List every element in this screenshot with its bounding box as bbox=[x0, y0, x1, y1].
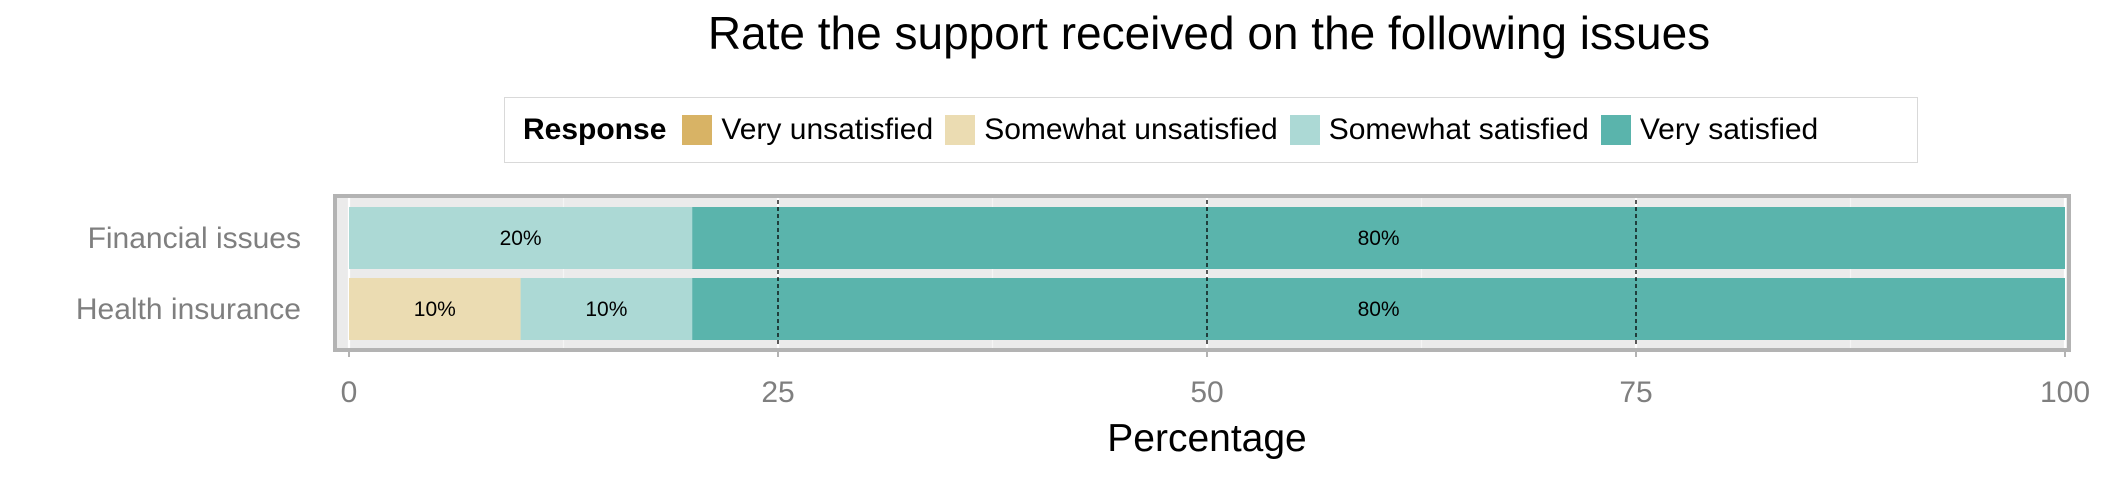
legend-swatch bbox=[945, 115, 976, 145]
legend-title: Response bbox=[523, 113, 667, 146]
legend-item-somewhat-unsatisfied: Somewhat unsatisfied bbox=[945, 113, 1278, 147]
chart-title: Rate the support received on the followi… bbox=[707, 7, 1711, 59]
legend: Response Very unsatisfied Somewhat unsat… bbox=[504, 97, 1918, 163]
x-tick-label: 50 bbox=[1190, 376, 1223, 409]
legend-item-very-unsatisfied: Very unsatisfied bbox=[682, 113, 933, 147]
legend-label: Somewhat unsatisfied bbox=[984, 113, 1278, 146]
x-tick-label: 0 bbox=[341, 376, 358, 409]
panel-border bbox=[333, 194, 2071, 352]
x-axis-label: Percentage bbox=[1107, 417, 1306, 460]
y-tick-label: Health insurance bbox=[76, 293, 301, 326]
legend-label: Somewhat satisfied bbox=[1328, 113, 1589, 146]
bar-segment bbox=[692, 278, 2066, 340]
data-label: 80% bbox=[1358, 227, 1400, 250]
legend-swatch bbox=[1600, 115, 1631, 145]
y-tick-label: Financial issues bbox=[88, 222, 301, 255]
x-tick-label: 100 bbox=[2040, 376, 2090, 409]
data-label: 80% bbox=[1358, 298, 1400, 321]
legend-label: Very satisfied bbox=[1639, 113, 1819, 146]
bar-segment bbox=[349, 207, 693, 269]
legend-swatch bbox=[1289, 115, 1320, 145]
x-tick-label: 75 bbox=[1619, 376, 1652, 409]
bar-segment bbox=[692, 207, 2066, 269]
legend-item-somewhat-satisfied: Somewhat satisfied bbox=[1289, 113, 1589, 147]
data-label: 10% bbox=[585, 298, 627, 321]
data-label: 20% bbox=[500, 227, 542, 250]
bar-segment bbox=[520, 278, 693, 340]
legend-swatch bbox=[682, 115, 713, 145]
data-label: 10% bbox=[414, 298, 456, 321]
bar-segment bbox=[349, 278, 521, 340]
legend-label: Very unsatisfied bbox=[721, 113, 934, 146]
legend-item-very-satisfied: Very satisfied bbox=[1600, 113, 1819, 147]
x-tick-label: 25 bbox=[761, 376, 794, 409]
